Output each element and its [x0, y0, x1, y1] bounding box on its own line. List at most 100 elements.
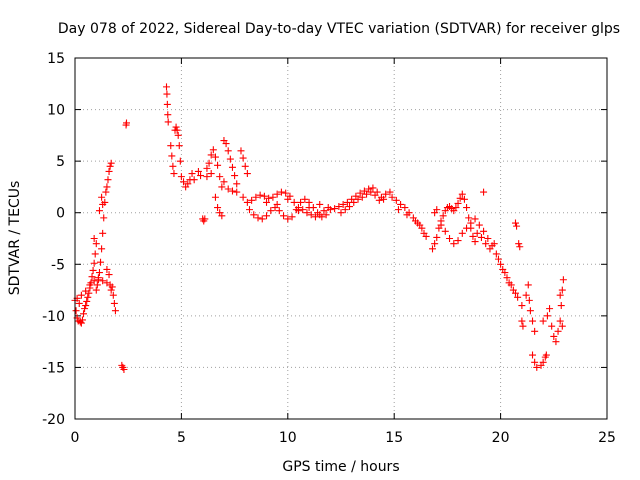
data-point	[177, 173, 185, 181]
data-point	[197, 172, 205, 180]
data-point	[307, 211, 315, 219]
data-point	[519, 322, 527, 330]
data-point	[556, 317, 564, 325]
data-point	[263, 212, 271, 220]
data-point	[337, 209, 345, 217]
data-point	[90, 235, 98, 242]
data-point	[205, 159, 213, 167]
data-point	[107, 286, 115, 294]
data-point	[252, 193, 260, 201]
data-point	[260, 192, 268, 200]
data-point	[386, 188, 394, 196]
data-point	[314, 209, 322, 217]
data-point	[107, 159, 115, 167]
data-point	[554, 327, 562, 335]
data-point	[526, 307, 534, 315]
data-point	[222, 140, 230, 148]
data-point	[89, 266, 97, 274]
data-point	[82, 287, 90, 295]
data-point	[454, 199, 462, 207]
data-point	[209, 146, 217, 154]
data-point	[339, 200, 347, 208]
data-point	[326, 206, 334, 214]
axis-ticks: 0 5 10 15 20 25 -20 -15 -10 -5 0 5 10 15	[42, 51, 616, 446]
data-point	[97, 258, 105, 266]
x-axis-label: GPS time / hours	[282, 459, 399, 475]
data-point	[94, 274, 102, 282]
data-point	[335, 203, 343, 211]
data-point	[78, 316, 86, 324]
data-point	[72, 307, 80, 315]
x-tick-label: 25	[598, 430, 616, 446]
data-point	[371, 191, 379, 199]
data-point	[401, 204, 409, 212]
data-point	[303, 209, 311, 217]
data-point	[305, 204, 313, 212]
data-point	[269, 193, 277, 201]
data-point	[559, 276, 567, 284]
data-point	[203, 164, 211, 172]
data-point	[277, 188, 285, 196]
data-point	[450, 240, 458, 248]
data-point	[477, 233, 485, 241]
data-point	[174, 131, 182, 139]
data-point	[100, 214, 108, 222]
data-point	[220, 178, 228, 186]
y-tick-label: -10	[42, 309, 65, 325]
data-point	[524, 281, 532, 289]
data-point	[105, 271, 113, 279]
grid-lines	[75, 58, 607, 419]
data-point	[511, 289, 519, 297]
data-point	[388, 193, 396, 201]
data-point	[543, 312, 551, 320]
data-point	[403, 211, 411, 219]
data-point	[224, 147, 232, 155]
data-point	[375, 196, 383, 204]
data-point	[239, 193, 247, 201]
data-point	[322, 211, 330, 219]
data-point	[243, 170, 251, 178]
data-point	[218, 183, 226, 191]
data-point	[218, 212, 226, 220]
y-tick-label: 5	[56, 154, 65, 170]
data-point	[558, 286, 566, 294]
data-point	[120, 365, 128, 373]
data-point	[211, 153, 219, 161]
y-axis-label: SDTVAR / TECUs	[7, 181, 23, 296]
data-point	[284, 195, 292, 203]
data-point	[90, 259, 98, 267]
data-point	[469, 232, 477, 240]
x-tick-label: 20	[492, 430, 510, 446]
data-point	[109, 291, 117, 299]
y-tick-label: -20	[42, 412, 65, 428]
data-point	[458, 190, 466, 198]
data-point	[258, 215, 266, 223]
data-point	[99, 277, 107, 285]
data-point	[539, 358, 547, 366]
data-point	[241, 162, 249, 170]
data-point	[168, 152, 176, 160]
data-point	[184, 180, 192, 188]
data-point	[463, 224, 471, 232]
data-point	[367, 188, 375, 196]
data-point	[273, 190, 281, 198]
data-point	[558, 322, 566, 330]
data-point	[475, 221, 483, 229]
data-point	[431, 240, 439, 248]
data-point	[301, 195, 309, 203]
data-point	[86, 281, 94, 289]
data-point	[90, 277, 98, 285]
data-point	[106, 162, 114, 170]
data-point	[446, 235, 454, 242]
data-point	[98, 245, 106, 253]
data-point	[233, 180, 241, 188]
data-point	[207, 170, 215, 178]
data-point	[194, 167, 202, 175]
data-point	[98, 193, 106, 201]
data-point	[216, 173, 224, 181]
data-point	[518, 302, 526, 310]
data-point	[341, 206, 349, 214]
data-point	[81, 305, 89, 313]
data-point	[282, 189, 290, 197]
data-point	[91, 250, 99, 258]
